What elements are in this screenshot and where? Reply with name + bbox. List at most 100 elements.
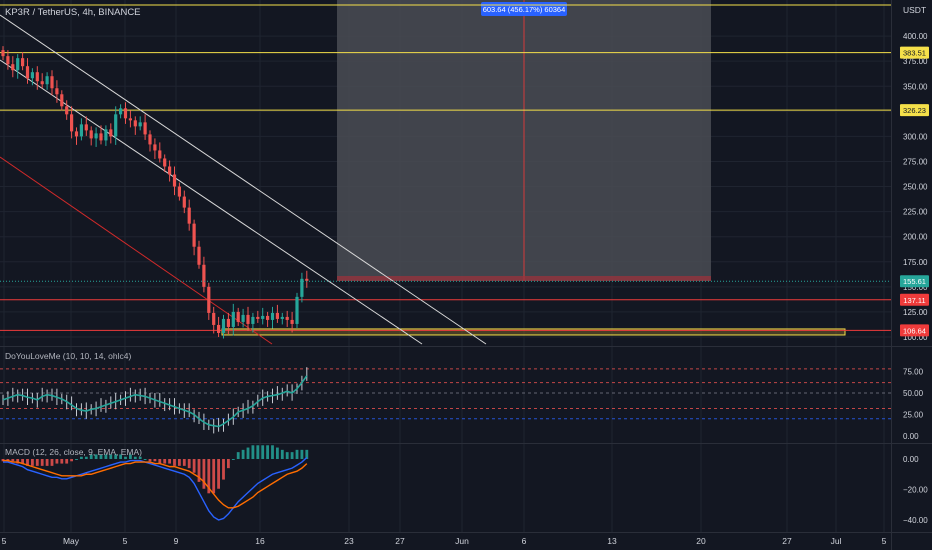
candle-body (128, 118, 132, 121)
channel-lower-line (0, 59, 423, 345)
level-tag: 106.64 (903, 326, 926, 335)
candle-body (266, 315, 270, 320)
macd-histogram-bar (75, 459, 78, 460)
macd-histogram-bar (182, 459, 186, 466)
candle-body (55, 88, 59, 95)
candle-body (172, 174, 177, 187)
macd-histogram-bar (55, 459, 59, 464)
macd-histogram-bar (261, 445, 265, 459)
candle-body (11, 64, 15, 71)
time-tick-label: 16 (255, 536, 265, 546)
level-tag-box (900, 46, 929, 59)
horizontal-levels[interactable] (0, 4, 891, 336)
time-tick-label: Jun (455, 536, 469, 546)
macd-histogram-bar (280, 449, 284, 459)
macd-histogram-bar (192, 459, 196, 473)
candle-body (221, 318, 226, 333)
time-tick-label: 27 (782, 536, 792, 546)
channel-upper-line (0, 14, 487, 345)
macd-histogram-bar (124, 456, 127, 459)
macd-histogram-bar (94, 454, 98, 459)
macd-histogram-bar (70, 459, 73, 462)
measure-tool[interactable]: 603.64 (456.17%) 60364 (337, 0, 711, 281)
macd-histogram-bar (197, 459, 201, 482)
macd-histogram-bar (266, 445, 269, 459)
last-price-tag: 155.61 (903, 277, 926, 286)
macd-histogram-bar (305, 449, 309, 459)
macd-histogram-bar (26, 459, 29, 466)
price-tick-label: 300.00 (903, 132, 928, 141)
candle-body (1, 50, 5, 57)
macd-histogram-bar (227, 459, 230, 469)
candle-body (79, 124, 83, 137)
candle-body (74, 131, 79, 137)
oscillator-tick-label: 50.00 (903, 389, 924, 398)
candle-body (290, 319, 294, 324)
macd-histogram-bar (109, 454, 113, 459)
candle-body (163, 158, 167, 167)
macd-histogram-bar (21, 459, 24, 464)
oscillator-line (2, 375, 308, 428)
candle-body (285, 316, 289, 320)
macd-histogram-bar (212, 459, 216, 494)
candle-body (60, 94, 64, 107)
macd-histogram-bar (241, 449, 245, 459)
candle-body (99, 133, 103, 141)
price-tick-label: 400.00 (903, 32, 928, 41)
macd-histogram-bar (217, 459, 220, 489)
price-axis[interactable]: 400.00375.00350.00325.00300.00275.00250.… (900, 32, 929, 525)
measure-base-band (337, 276, 711, 281)
candle-body (261, 315, 265, 319)
time-tick-label: 27 (395, 536, 405, 546)
macd-pane (1, 445, 309, 521)
macd-histogram-bar (99, 454, 103, 459)
macd-histogram-bar (256, 445, 260, 459)
time-axis[interactable]: 5 May 5 9 16 23 27 Jun 6 13 20 27 Jul 5 (2, 536, 887, 546)
symbol-title: KP3R / TetherUS, 4h, BINANCE (5, 7, 141, 18)
macd-histogram-bar (187, 459, 191, 469)
price-tick-label: 200.00 (903, 233, 928, 242)
level-tag-box (900, 104, 929, 117)
candle-body (89, 130, 93, 139)
macd-histogram-bar (31, 459, 34, 466)
macd-histogram-bar (138, 456, 142, 459)
oscillator-tick-label: 0.00 (903, 432, 919, 441)
macd-histogram-bar (251, 445, 255, 459)
price-tick-label: 100.00 (903, 333, 928, 342)
candle-body (45, 76, 49, 85)
macd-histogram-bar (143, 459, 147, 460)
level-tag-box (900, 324, 929, 337)
macd-histogram-bar (40, 459, 44, 466)
candle-body (123, 108, 128, 119)
macd-histogram-bar (285, 452, 289, 459)
macd-histogram-bar (11, 459, 15, 462)
macd-histogram-bar (222, 459, 225, 480)
price-tick-label: 375.00 (903, 57, 928, 66)
candle-body (182, 196, 186, 208)
last-price-tag-box (900, 275, 929, 288)
trend-channel[interactable] (0, 14, 487, 345)
candle-body (246, 314, 250, 324)
candle-body (84, 124, 88, 131)
candle-body (192, 223, 196, 247)
candle-body (94, 133, 98, 139)
candle-body (143, 122, 147, 135)
macd-line (3, 456, 308, 521)
candle-body (21, 58, 25, 67)
candle-body (70, 114, 74, 132)
macd-histogram-bar (16, 459, 20, 464)
candle-body (187, 207, 191, 224)
candle-body (109, 129, 113, 137)
time-tick-label: 23 (344, 536, 354, 546)
candle-body (6, 56, 10, 65)
oscillator-tick-label: 25.00 (903, 410, 924, 419)
time-tick-label: 5 (882, 536, 887, 546)
time-tick-label: Jul (831, 536, 842, 546)
macd-histogram-bar (84, 456, 88, 459)
oscillator-title: DoYouLoveMe (10, 10, 14, ohlc4) (5, 351, 131, 361)
candle-body (177, 186, 181, 197)
candle-body (119, 108, 123, 115)
candle-body (40, 81, 44, 85)
macd-histogram-bar (271, 445, 274, 459)
